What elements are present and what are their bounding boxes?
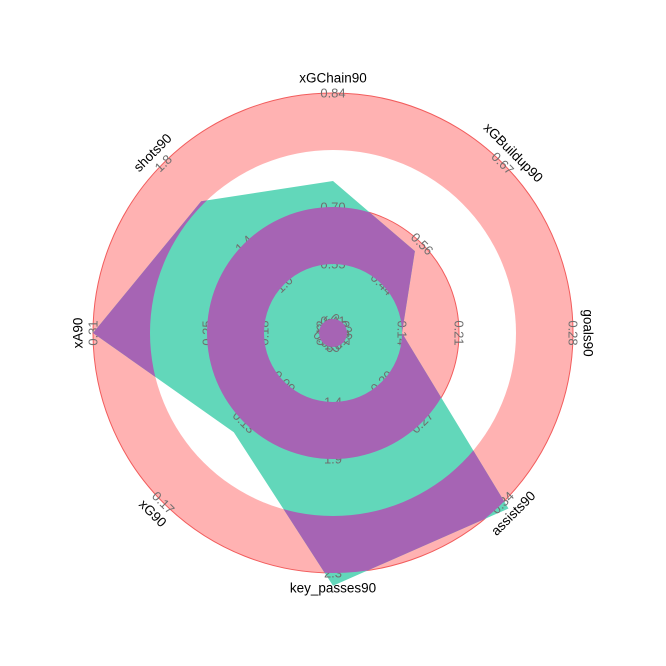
tick-label-goals90-3: 0.28 — [566, 320, 581, 345]
param-label-xGChain90: xGChain90 — [299, 71, 367, 86]
param-label-goals90: goals90 — [581, 309, 596, 356]
compare-center-dot — [319, 319, 347, 347]
tick-label-goals90-2: 0.21 — [452, 320, 467, 345]
param-label-key_passes90: key_passes90 — [290, 581, 376, 596]
param-label-xA90: xA90 — [71, 318, 86, 349]
tick-label-xGChain90-3: 0.84 — [320, 86, 345, 101]
compare-band-inner — [207, 207, 459, 459]
comparison-bands — [93, 181, 509, 573]
